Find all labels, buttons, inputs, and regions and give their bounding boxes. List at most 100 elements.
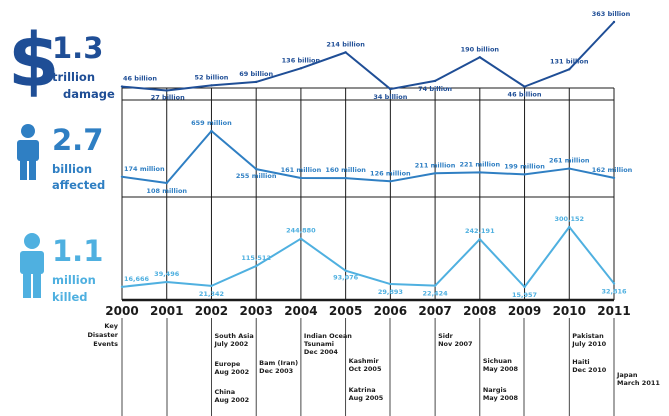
data-point: [344, 176, 347, 180]
data-label: 34 billion: [373, 93, 407, 101]
stat-affected: 2.7 billion affected: [17, 123, 105, 192]
data-label: 74 billion: [418, 85, 452, 93]
data-point: [299, 67, 303, 70]
event-label: July 2010: [571, 340, 606, 348]
panel-affected: 174 million 108 million 659 million 255 mil…: [120, 119, 633, 195]
data-label: 126 million: [370, 169, 411, 177]
data-label: 69 billion: [239, 70, 273, 78]
data-point: [389, 180, 392, 183]
tick-label-2001: 2001: [150, 304, 183, 318]
stat-killed: 1.1 million killed: [20, 233, 103, 304]
tick-label-2011: 2011: [597, 304, 630, 318]
data-label: 221 million: [460, 160, 501, 168]
event-label: Dec 2010: [572, 366, 606, 374]
data-label: 211 million: [415, 161, 456, 169]
data-label: 363 billion: [592, 10, 631, 18]
events-header: Disaster: [88, 331, 119, 339]
stat-damage-number: 1.3: [52, 31, 103, 65]
event-label: May 2008: [483, 365, 519, 373]
stat-affected-word: affected: [52, 178, 105, 192]
data-label: 27 billion: [151, 93, 185, 101]
data-point: [523, 173, 526, 176]
stat-affected-unit: billion: [52, 162, 92, 176]
data-label: 161 million: [281, 166, 322, 174]
data-label: 93,076: [333, 274, 359, 282]
stat-damage-unit: trillion: [52, 70, 95, 84]
data-point: [478, 238, 482, 241]
chart-panels: 46 billion 27 billion 52 billion 69 billion…: [120, 10, 633, 299]
data-point: [344, 269, 347, 272]
series-line-killed: [121, 226, 615, 288]
event-label: Indian Ocean: [304, 332, 352, 340]
data-label: 214 billion: [326, 40, 365, 48]
tick-label-2002: 2002: [195, 304, 228, 318]
data-point: [568, 167, 571, 170]
event-label: Aug 2002: [214, 368, 249, 376]
tick-label-2008: 2008: [463, 304, 496, 318]
event-label: Dec 2003: [259, 367, 293, 375]
event-label: Nargis: [483, 386, 507, 394]
event-label: Aug 2005: [349, 394, 384, 402]
data-label: 32,816: [601, 287, 627, 295]
data-label: 46 billion: [123, 75, 157, 83]
stat-killed-word: killed: [52, 290, 88, 304]
tick-label-2005: 2005: [329, 304, 362, 318]
tick-label-2009: 2009: [508, 304, 541, 318]
stat-damage-word: damage: [63, 87, 115, 101]
data-point: [165, 89, 168, 92]
panel-killed: 16,666 39,496 21,342 115,512 244,880 93,076 29…: [120, 215, 627, 299]
event-label: Nov 2007: [438, 340, 473, 348]
data-point: [612, 176, 616, 180]
data-point: [523, 85, 526, 88]
data-label: 160 million: [325, 166, 366, 174]
event-label: China: [214, 388, 235, 396]
data-point: [165, 181, 168, 185]
data-point: [210, 84, 213, 87]
stat-damage: $ 1.3 trillion damage: [8, 18, 115, 104]
data-label: 39,496: [154, 270, 180, 278]
data-label: 22,424: [423, 290, 449, 298]
event-label: Katrina: [349, 386, 376, 394]
event-label: Haiti: [572, 358, 589, 366]
event-label: May 2008: [483, 394, 519, 402]
tick-label-2004: 2004: [284, 304, 317, 318]
data-label: 174 million: [124, 165, 165, 173]
data-point: [344, 51, 347, 54]
panel-damage: 46 billion 27 billion 52 billion 69 billion…: [120, 10, 631, 101]
event-label: Sichuan: [483, 357, 512, 365]
data-label: 52 billion: [194, 73, 228, 81]
data-point: [254, 167, 258, 171]
data-point: [165, 280, 168, 284]
chart-grid: [121, 87, 615, 302]
series-line-affected: [121, 130, 615, 184]
data-point: [568, 225, 571, 229]
data-label: 15,957: [512, 291, 537, 299]
event-label: Europe: [214, 360, 240, 368]
data-label: 659 million: [191, 119, 232, 127]
data-label: 16,666: [124, 275, 150, 283]
data-point: [389, 87, 392, 91]
event-label: Sidr: [438, 332, 454, 340]
data-point: [478, 56, 482, 59]
data-point: [612, 282, 616, 285]
data-point: [120, 175, 124, 178]
person-icon: [20, 233, 44, 298]
data-point: [299, 237, 303, 240]
data-point: [299, 176, 303, 180]
data-label: 136 billion: [282, 56, 321, 64]
data-point: [523, 285, 526, 289]
event-label: Kashmir: [349, 357, 380, 365]
events-header: Key: [104, 322, 118, 330]
event-label: Aug 2002: [214, 396, 249, 404]
data-point: [254, 80, 258, 84]
data-point: [612, 20, 616, 24]
data-point: [568, 68, 571, 71]
year-axis: 2000 2001 2002 2003 2004 2005 2006 2007 2008 2009…: [105, 304, 630, 318]
tick-label-2007: 2007: [418, 304, 451, 318]
data-point: [389, 282, 392, 286]
data-label: 29,893: [378, 288, 403, 296]
data-point: [210, 129, 213, 133]
series-line-damage: [121, 21, 615, 92]
event-label: March 2011: [617, 379, 660, 387]
